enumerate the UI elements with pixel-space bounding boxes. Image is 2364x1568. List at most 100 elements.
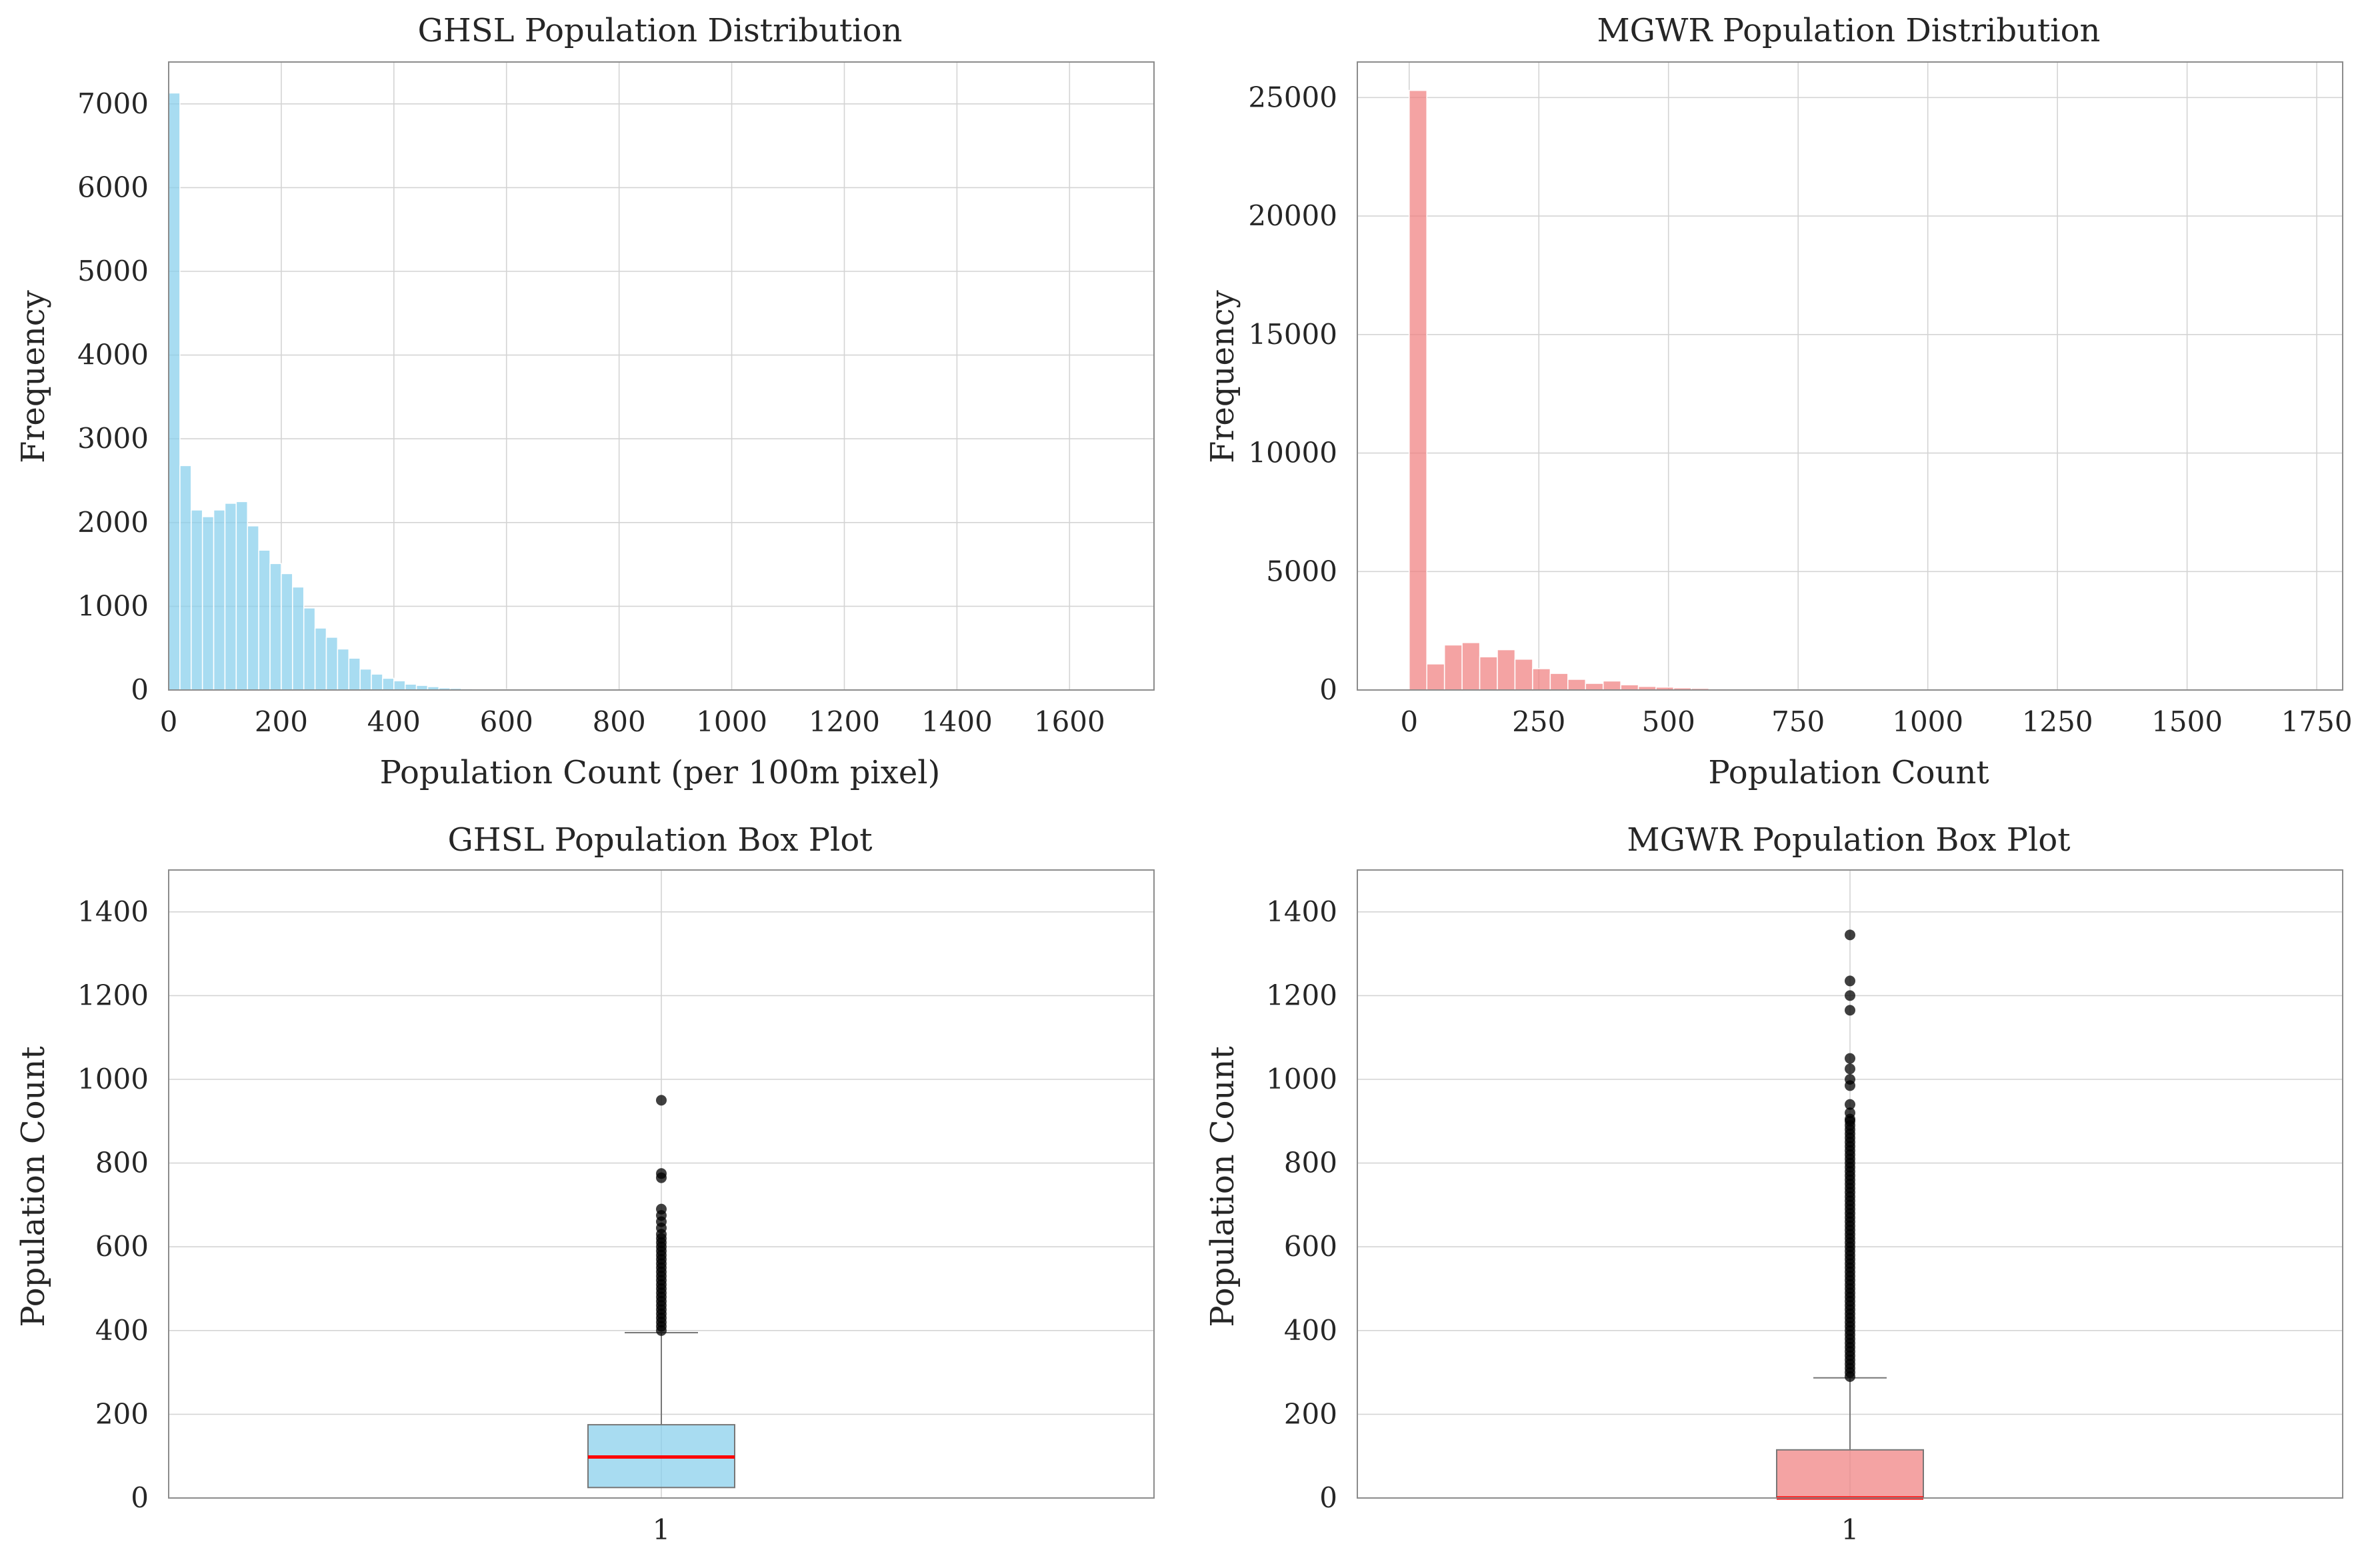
- chart-title: MGWR Population Box Plot: [1627, 821, 2070, 859]
- histogram-bar: [1426, 663, 1445, 691]
- histogram-bar: [325, 637, 339, 691]
- histogram-bar: [337, 648, 350, 691]
- y-tick-label: 20000: [1248, 199, 1337, 232]
- histogram-bar: [371, 673, 383, 691]
- outlier-point: [1845, 1099, 1855, 1110]
- axes-frame: [168, 869, 1155, 1499]
- y-axis-label: Population Count: [15, 1046, 52, 1327]
- y-tick-label: 400: [1284, 1314, 1337, 1347]
- x-tick-label: 400: [367, 705, 421, 738]
- y-axis-label: Frequency: [1204, 290, 1241, 463]
- histogram-bar: [1479, 656, 1498, 691]
- histogram-bar: [191, 509, 203, 691]
- mgwr-histogram-panel: MGWR Population Distribution Population …: [1204, 12, 2353, 791]
- histogram-bar: [201, 516, 215, 691]
- y-tick-label: 600: [1284, 1230, 1337, 1263]
- outlier-point: [1845, 1074, 1855, 1085]
- x-tick-label: 600: [480, 705, 533, 738]
- y-axis-label: Frequency: [15, 290, 52, 463]
- histogram-bar: [1620, 684, 1639, 691]
- histogram-bar: [404, 683, 417, 691]
- histogram-bar: [1443, 644, 1463, 691]
- y-axis-label: Population Count: [1204, 1046, 1241, 1327]
- chart-title: MGWR Population Distribution: [1597, 12, 2101, 49]
- x-tick-label: 1000: [696, 705, 767, 738]
- mgwr-boxplot-panel: MGWR Population Box Plot Population Coun…: [1204, 821, 2343, 1546]
- x-tick-label: 0: [1400, 705, 1418, 738]
- x-tick-label: 200: [255, 705, 308, 738]
- outlier-point: [656, 1095, 667, 1106]
- outlier-point: [656, 1203, 667, 1215]
- histogram-bar: [224, 503, 237, 691]
- y-tick-label: 3000: [77, 422, 149, 455]
- y-tick-label: 4000: [77, 339, 149, 371]
- y-tick-label: 5000: [1266, 555, 1337, 587]
- histogram-bar: [1532, 668, 1551, 691]
- y-tick-label: 6000: [77, 171, 149, 203]
- y-tick-label: 1200: [1266, 979, 1337, 1011]
- axes-frame: [1357, 61, 2343, 691]
- y-tick-label: 600: [95, 1230, 149, 1263]
- x-tick-label: 1200: [809, 705, 880, 738]
- histogram-bar: [1602, 680, 1621, 691]
- x-tick-label: 1250: [2022, 705, 2093, 738]
- y-tick-label: 400: [95, 1314, 149, 1347]
- axes-frame: [1357, 869, 2343, 1499]
- histogram-bar: [179, 465, 192, 691]
- x-tick-label: 1: [653, 1513, 671, 1546]
- histogram-bar: [281, 573, 293, 691]
- histogram-bar: [247, 525, 259, 691]
- outlier-point: [1845, 1053, 1855, 1064]
- y-tick-label: 0: [1319, 673, 1337, 706]
- histogram-bar: [1514, 659, 1533, 691]
- y-tick-label: 1200: [77, 979, 149, 1011]
- histogram-bar: [348, 657, 361, 691]
- histogram-bar: [303, 607, 316, 691]
- histogram-bar: [314, 627, 327, 691]
- y-tick-label: 0: [131, 673, 149, 706]
- y-tick-label: 800: [1284, 1147, 1337, 1179]
- outlier-point: [1845, 1063, 1855, 1075]
- histogram-bar: [1549, 673, 1569, 691]
- histogram-bar: [1461, 642, 1481, 691]
- y-tick-label: 5000: [77, 255, 149, 287]
- x-tick-label: 1600: [1034, 705, 1105, 738]
- x-tick-label: 750: [1771, 705, 1825, 738]
- histogram-bar: [1567, 679, 1587, 691]
- x-tick-label: 0: [160, 705, 178, 738]
- y-tick-label: 1000: [77, 1063, 149, 1095]
- y-tick-label: 1000: [77, 589, 149, 622]
- x-axis-label: Population Count: [1708, 754, 1989, 791]
- y-tick-label: 0: [1319, 1481, 1337, 1514]
- x-tick-label: 800: [593, 705, 646, 738]
- histogram-bar: [382, 677, 395, 691]
- histogram-bar: [258, 549, 271, 691]
- x-tick-label: 1000: [1892, 705, 1963, 738]
- outlier-point: [1845, 975, 1855, 987]
- ghsl-boxplot-panel: GHSL Population Box Plot Population Coun…: [15, 821, 1155, 1546]
- y-tick-label: 15000: [1248, 318, 1337, 351]
- axes-frame: [168, 61, 1155, 691]
- y-tick-label: 800: [95, 1147, 149, 1179]
- histogram-bar: [292, 586, 305, 691]
- outlier-point: [1845, 1107, 1855, 1119]
- histogram-bar: [235, 501, 248, 691]
- histogram-bar: [213, 509, 226, 691]
- outlier-point: [1845, 1005, 1855, 1016]
- histogram-bar: [1585, 683, 1604, 691]
- y-tick-label: 1000: [1266, 1063, 1337, 1095]
- y-tick-label: 2000: [77, 506, 149, 539]
- y-tick-label: 1400: [77, 895, 149, 928]
- histogram-bar: [269, 563, 282, 691]
- x-tick-label: 1400: [921, 705, 993, 738]
- histogram-bar: [393, 680, 406, 691]
- iqr-box: [1776, 1449, 1924, 1499]
- outlier-point: [1845, 929, 1855, 941]
- plot-area: [1357, 62, 2343, 690]
- outlier-point: [1845, 990, 1855, 1001]
- y-tick-label: 10000: [1248, 437, 1337, 469]
- histogram-bar: [1409, 89, 1427, 691]
- plot-area: [169, 62, 1154, 690]
- y-tick-label: 7000: [77, 87, 149, 120]
